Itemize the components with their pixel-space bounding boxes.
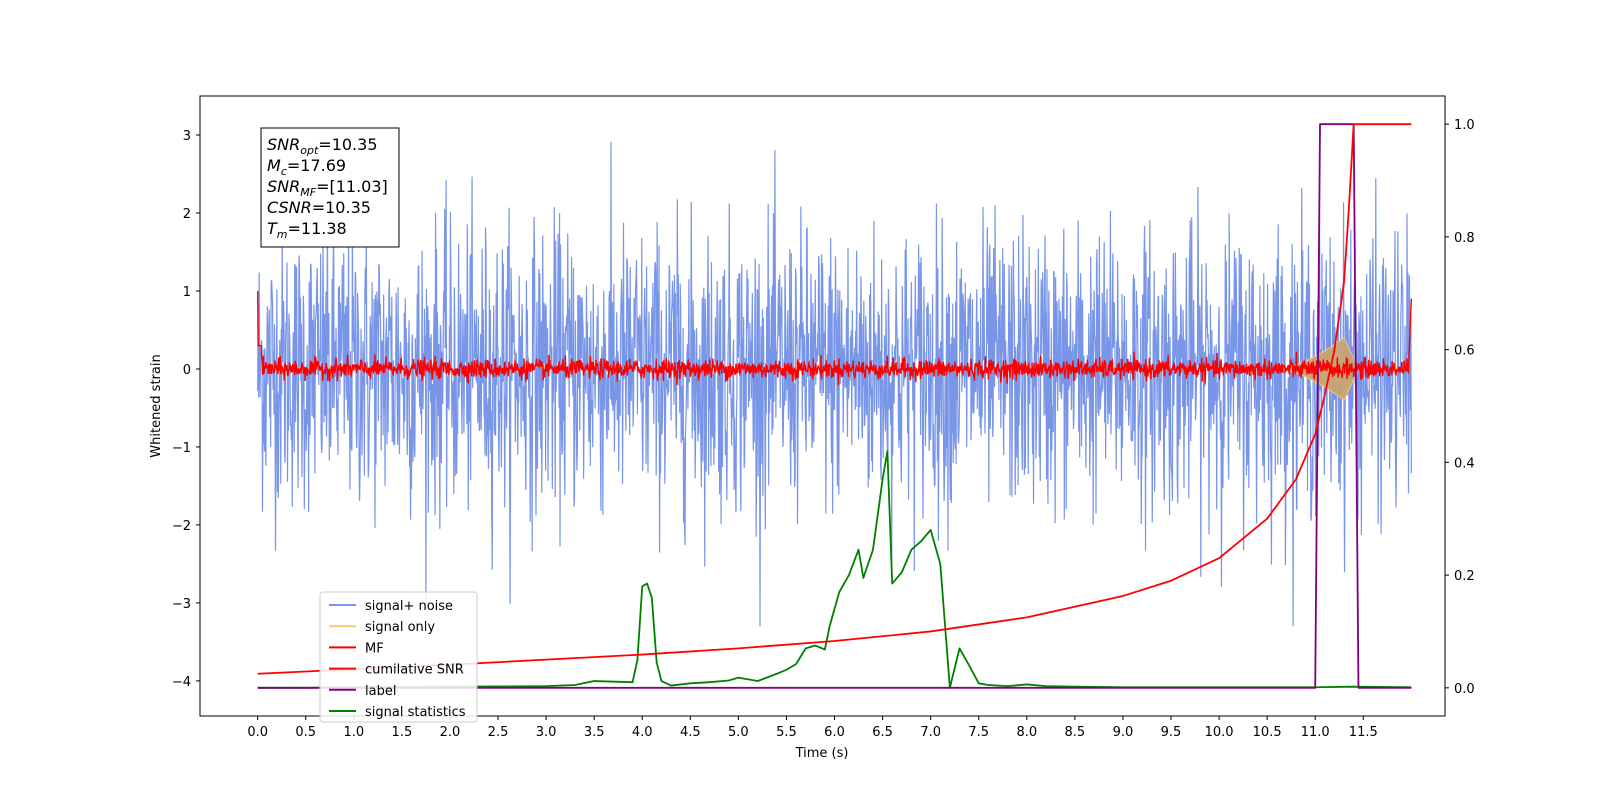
- legend-label: label: [365, 684, 396, 699]
- x-tick-label: 9.0: [1113, 725, 1134, 740]
- x-tick-label: 4.5: [680, 725, 701, 740]
- y-tick-label: 0: [183, 363, 191, 378]
- plot-frame: [199, 95, 1446, 717]
- y-tick-label: −1: [172, 441, 191, 456]
- info-box: SNRopt=10.35Mc=17.69SNRMF=[11.03]CSNR=10…: [260, 127, 400, 248]
- series-mf: [256, 290, 1413, 386]
- x-tick-label: 4.0: [632, 725, 653, 740]
- x-tick-label: 11.5: [1349, 725, 1378, 740]
- x-tick-label: 1.5: [392, 725, 413, 740]
- x-tick-label: 9.5: [1161, 725, 1182, 740]
- x-tick-label: 8.0: [1016, 725, 1037, 740]
- legend-label: signal statistics: [365, 705, 466, 720]
- x-tick-label: 3.0: [536, 725, 557, 740]
- series-label: [257, 123, 1412, 689]
- x-axis-label: Time (s): [795, 746, 849, 761]
- legend-label: MF: [365, 641, 384, 656]
- y-axis-left: 3 2 1 0 −1 −2 −3 −4: [172, 129, 200, 690]
- y-tick-label: 2: [183, 207, 191, 222]
- x-tick-label: 6.5: [872, 725, 893, 740]
- x-tick-label: 7.5: [968, 725, 989, 740]
- x-tick-label: 6.0: [824, 725, 845, 740]
- x-tick-label: 7.0: [920, 725, 941, 740]
- legend-label: cumilative SNR: [365, 663, 464, 678]
- x-axis: 0.0 0.5 1.0 1.5 2.0 2.5 3.0 3.5 4.0 4.5 5.0 5.5 6.0 6…: [247, 716, 1378, 740]
- y-tick-label: −2: [172, 519, 191, 534]
- legend-frame: [319, 591, 478, 723]
- info-line: Tm=11.38: [267, 219, 347, 241]
- y-axis-right: 1.0 0.8 0.6 0.4 0.2 0.0: [1445, 118, 1475, 697]
- x-tick-label: 2.0: [440, 725, 461, 740]
- x-tick-label: 10.0: [1205, 725, 1234, 740]
- info-line: Mc=17.69: [267, 156, 346, 178]
- y2-tick-label: 0.4: [1454, 456, 1475, 471]
- y-tick-label: −3: [172, 597, 191, 612]
- y2-tick-label: 0.2: [1454, 569, 1475, 584]
- y-tick-label: −4: [172, 675, 191, 690]
- info-box-frame: [260, 127, 400, 248]
- y-tick-label: 3: [183, 129, 191, 144]
- y-tick-label: 1: [183, 285, 191, 300]
- x-tick-label: 11.0: [1301, 725, 1330, 740]
- x-tick-label: 3.5: [584, 725, 605, 740]
- info-line: SNRMF=[11.03]: [267, 177, 388, 199]
- series-cumulative-snr: [257, 123, 1412, 675]
- legend-label: signal only: [365, 620, 435, 635]
- y2-tick-label: 0.8: [1454, 231, 1475, 246]
- x-tick-label: 10.5: [1253, 725, 1282, 740]
- x-tick-label: 1.0: [343, 725, 364, 740]
- x-tick-label: 0.0: [247, 725, 268, 740]
- x-tick-label: 5.0: [728, 725, 749, 740]
- info-line: SNRopt=10.35: [267, 135, 378, 157]
- y2-tick-label: 1.0: [1454, 118, 1475, 133]
- series-signal-noise: [257, 141, 1412, 627]
- series-signal-statistics: [257, 450, 1412, 689]
- x-tick-label: 0.5: [295, 725, 316, 740]
- y2-tick-label: 0.0: [1454, 682, 1475, 697]
- legend: signal+ noise signal only MF cumilative SNR…: [319, 591, 478, 723]
- y-axis-label: Whitened strain: [149, 354, 164, 457]
- legend-label: signal+ noise: [365, 599, 453, 614]
- x-tick-label: 2.5: [488, 725, 509, 740]
- x-tick-label: 8.5: [1065, 725, 1086, 740]
- x-tick-label: 5.5: [776, 725, 797, 740]
- y2-tick-label: 0.6: [1454, 344, 1475, 359]
- series-layer: [256, 123, 1413, 689]
- info-line: CSNR=10.35: [267, 198, 371, 217]
